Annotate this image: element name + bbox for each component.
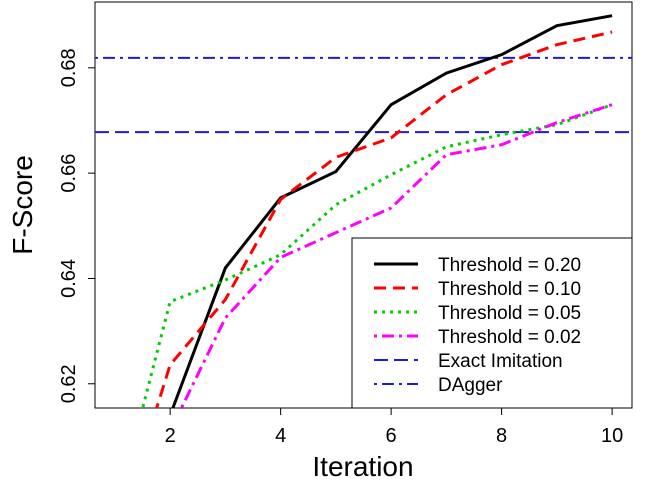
series-line — [141, 103, 613, 408]
legend-label: Threshold = 0.20 — [438, 255, 581, 276]
x-tick-label: 10 — [601, 425, 623, 447]
x-tick-label: 8 — [496, 425, 507, 447]
legend-label: Threshold = 0.02 — [438, 327, 581, 348]
x-tick-label: 4 — [275, 425, 286, 447]
series-line — [179, 103, 613, 408]
y-tick-label: 0.66 — [58, 154, 80, 193]
legend-label: Exact Imitation — [438, 351, 563, 372]
legend: Threshold = 0.20 Threshold = 0.10 Threshol… — [351, 237, 633, 409]
x-axis-title: Iteration — [312, 451, 413, 482]
plot-area — [95, 14, 632, 408]
legend-label: DAgger — [438, 375, 503, 396]
legend-label: Threshold = 0.05 — [438, 303, 581, 324]
y-tick-label: 0.68 — [58, 48, 80, 87]
y-tick-label: 0.62 — [58, 364, 80, 403]
legend-box — [351, 237, 633, 409]
y-tick-label: 0.64 — [58, 259, 80, 298]
series-line — [171, 14, 613, 408]
x-tick-label: 2 — [165, 425, 176, 447]
y-axis-title: F-Score — [7, 155, 38, 255]
legend-label: Threshold = 0.10 — [438, 279, 581, 300]
series-line — [155, 30, 613, 408]
x-tick-label: 6 — [386, 425, 397, 447]
